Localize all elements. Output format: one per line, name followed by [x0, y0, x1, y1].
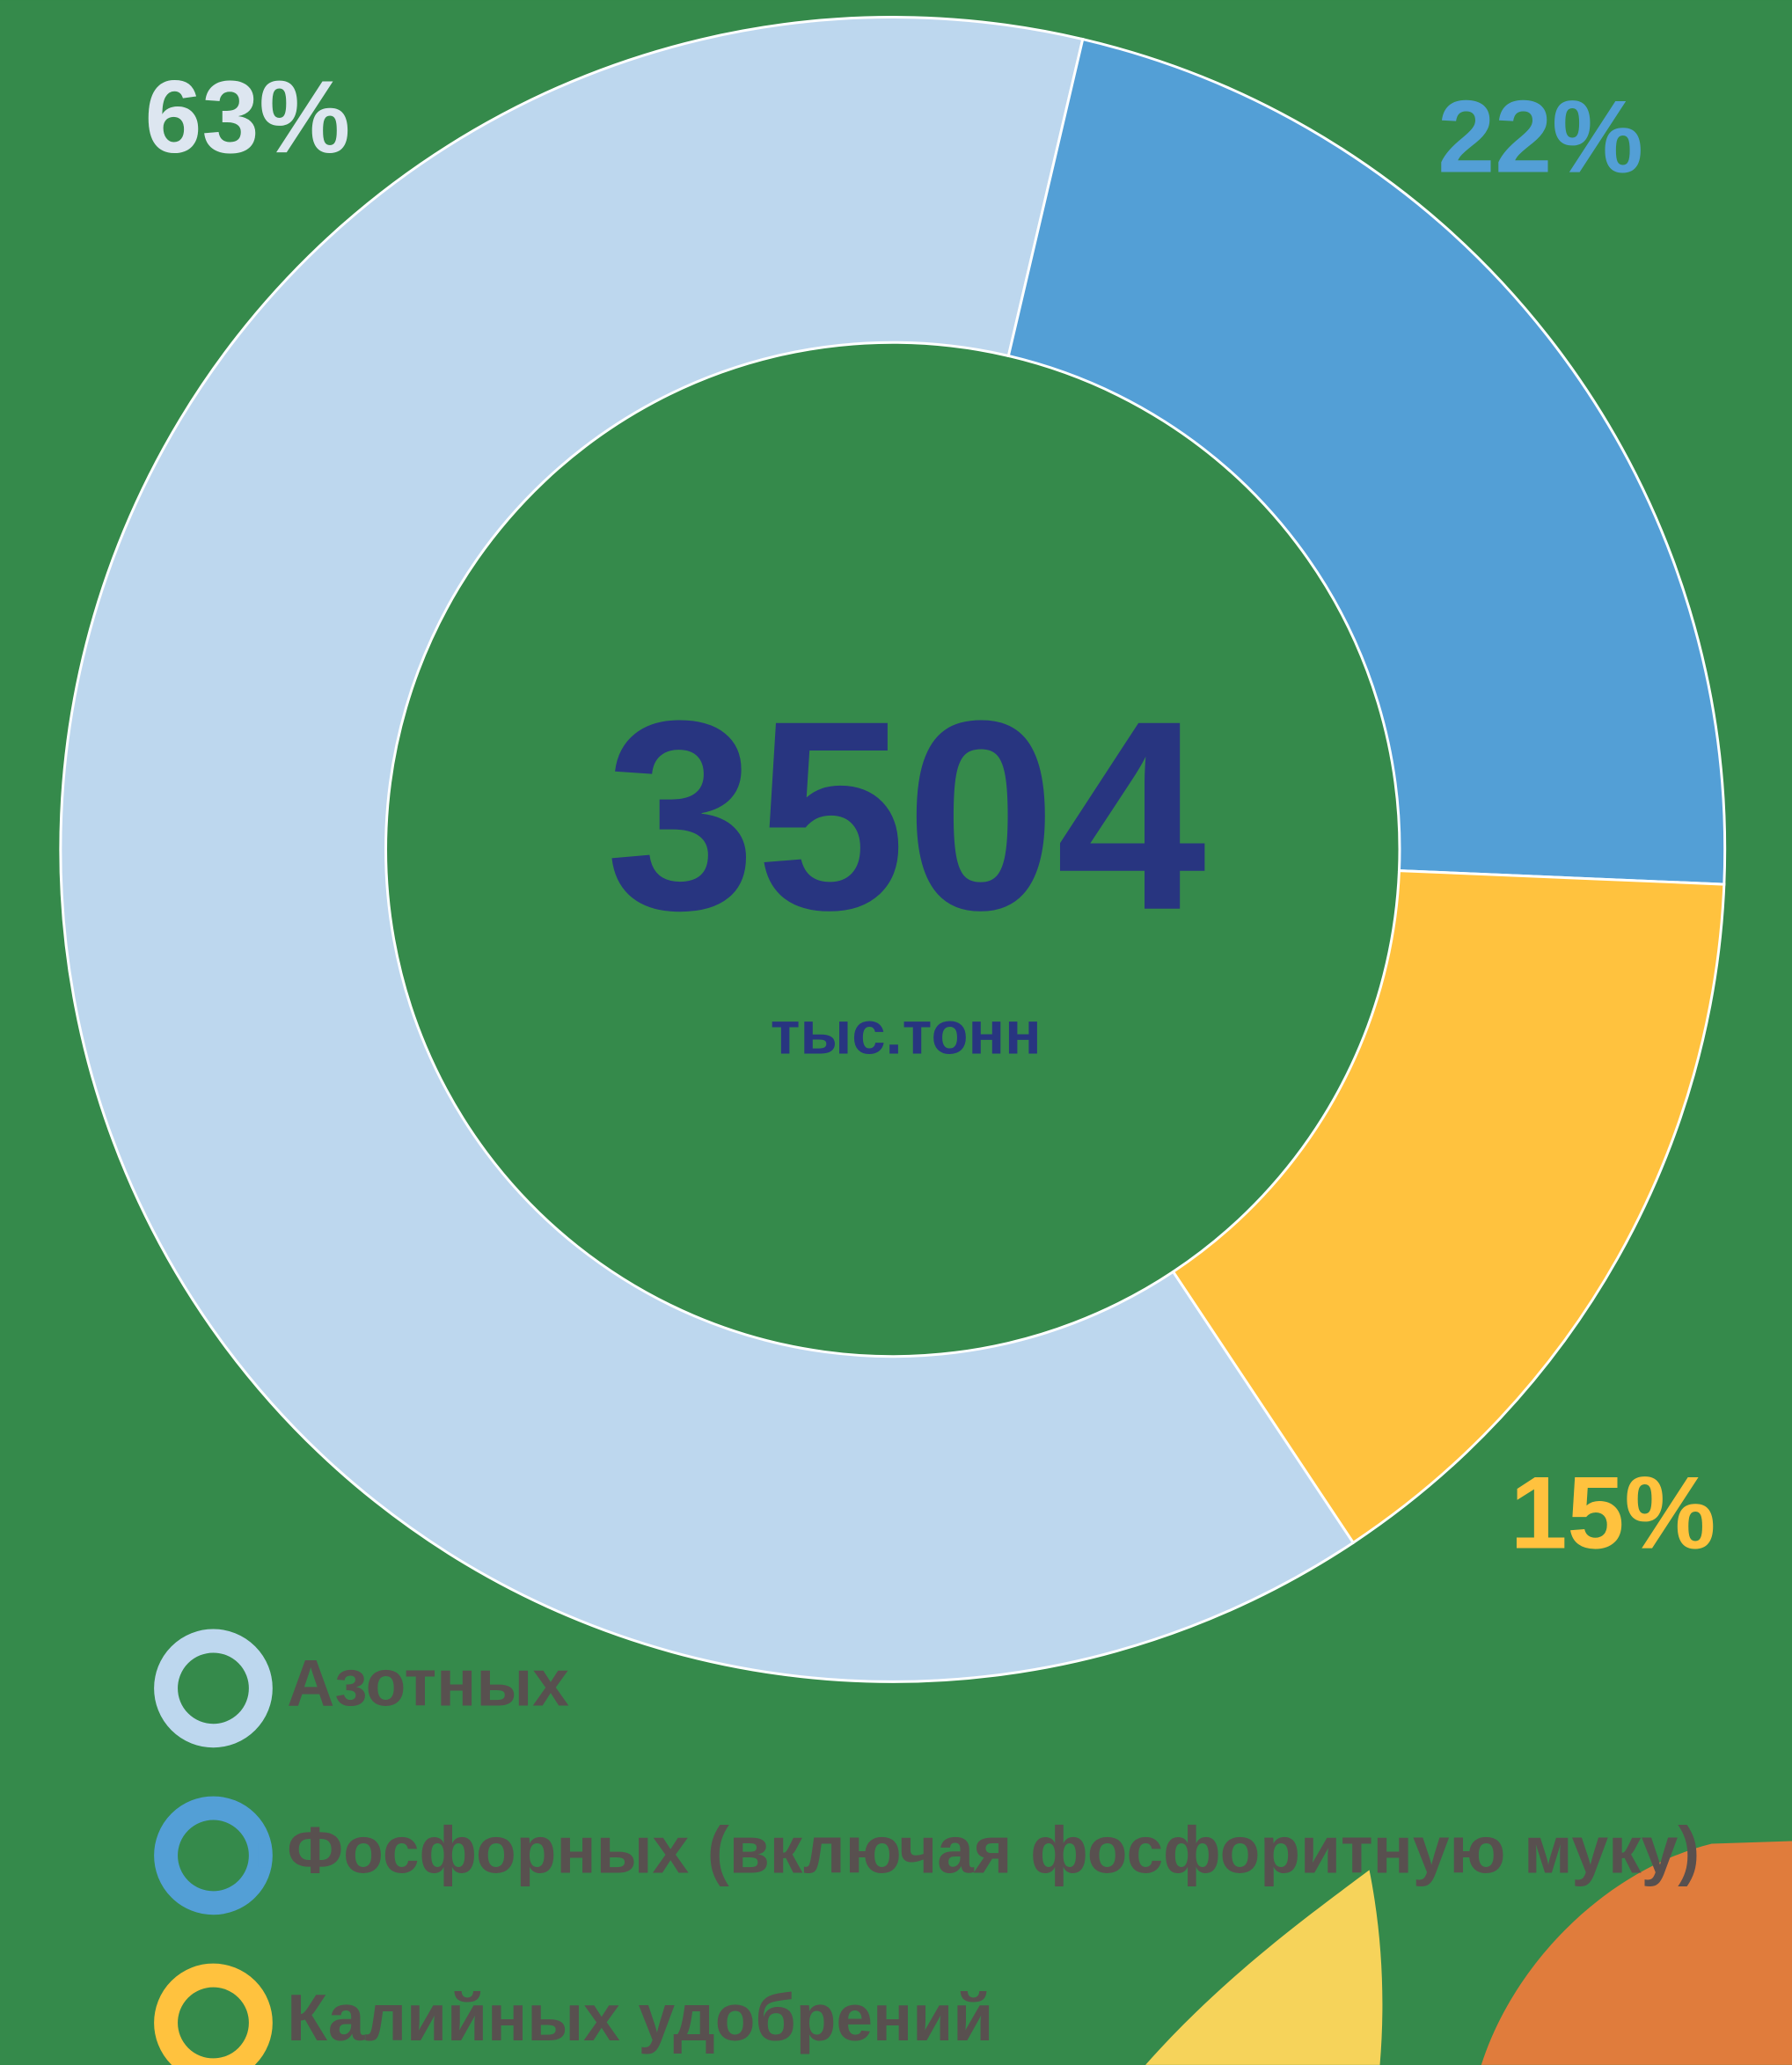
donut-segment [59, 16, 1356, 1683]
legend-swatch [258, 2010, 272, 2035]
center-unit: тыс.тонн [771, 999, 1042, 1066]
donut-segment [1006, 37, 1727, 886]
legend-label: Фосфорных (включая фосфоритную муку) [287, 1813, 1700, 1887]
data-label: 63% [145, 59, 351, 174]
center-value: 3504 [605, 665, 1208, 967]
legend-swatch [258, 1843, 272, 1868]
legend-label: Азотных [287, 1646, 569, 1720]
legend-label: Калийных удобрений [287, 1981, 993, 2054]
decor-leaf [1481, 1841, 1792, 2065]
legend-swatch [258, 1676, 272, 1701]
donut [59, 16, 1727, 1683]
donut-segment [1171, 869, 1726, 1545]
decor-leaf [1145, 1870, 1383, 2065]
data-label: 15% [1510, 1455, 1716, 1571]
data-label: 22% [1437, 79, 1643, 194]
